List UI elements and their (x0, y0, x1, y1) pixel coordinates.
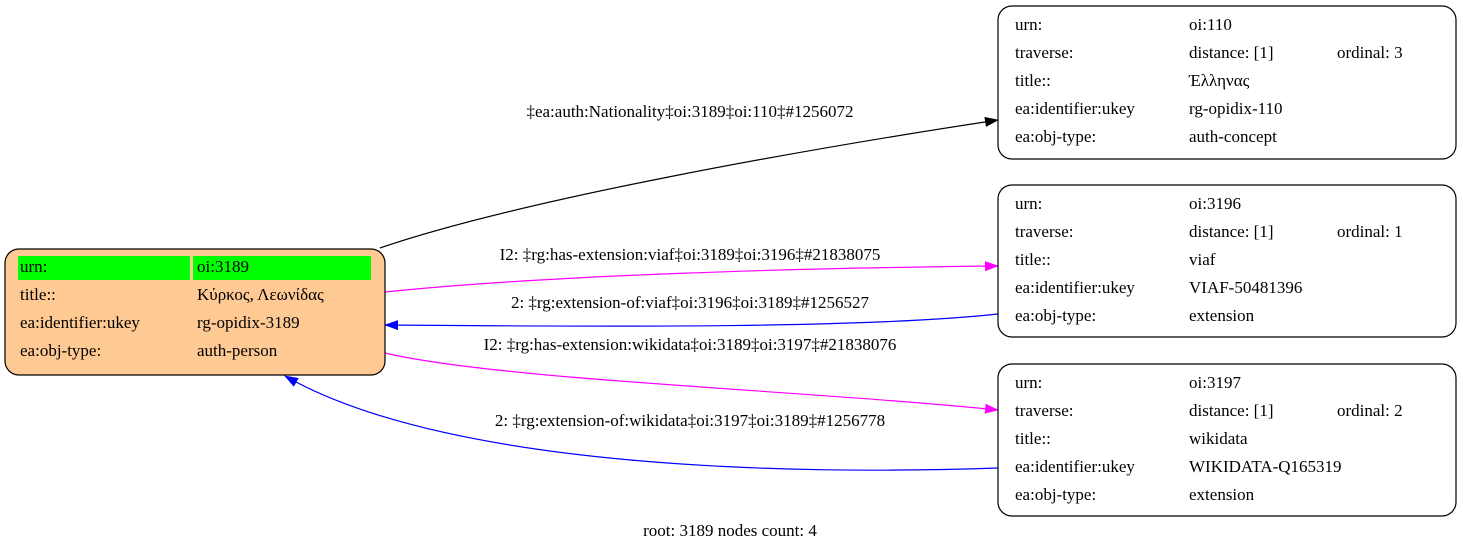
row-label: urn: (1015, 373, 1042, 392)
row-label: ea:obj-type: (1015, 127, 1096, 146)
row-value: oi:110 (1189, 15, 1232, 34)
row-value: WIKIDATA-Q165319 (1189, 457, 1342, 476)
row-extra: ordinal: 1 (1337, 222, 1403, 241)
row-value: Κύρκος, Λεωνίδας (197, 285, 324, 304)
row-label: urn: (1015, 15, 1042, 34)
edges: ‡ea:auth:Nationality‡oi:3189‡oi:110‡#125… (284, 102, 999, 471)
node (997, 363, 1457, 517)
row-value: extension (1189, 485, 1255, 504)
row-label: traverse: (1015, 43, 1074, 62)
row-value: auth-person (197, 341, 278, 360)
edge-label: 2: ‡rg:extension-of:viaf‡oi:3196‡oi:3189… (511, 293, 870, 312)
row-label: ea:obj-type: (1015, 306, 1096, 325)
row-value: Έλληνας (1188, 71, 1250, 90)
edge (384, 261, 999, 293)
edge (284, 375, 999, 471)
row-label: ea:identifier:ukey (1015, 457, 1135, 476)
row-label: traverse: (1015, 222, 1074, 241)
row-value: distance: [1] (1189, 222, 1274, 241)
row-value: oi:3197 (1189, 373, 1241, 392)
node (997, 5, 1457, 160)
row-label: title:: (1015, 429, 1051, 448)
edge (379, 117, 999, 249)
row-label: ea:obj-type: (20, 341, 101, 360)
row-extra: ordinal: 2 (1337, 401, 1403, 420)
row-value: auth-concept (1189, 127, 1277, 146)
row-extra: ordinal: 3 (1337, 43, 1403, 62)
row-label: title:: (1015, 71, 1051, 90)
row-label: ea:obj-type: (1015, 485, 1096, 504)
row-label: ea:identifier:ukey (1015, 278, 1135, 297)
edge-label: I2: ‡rg:has-extension:wikidata‡oi:3189‡o… (484, 335, 897, 354)
node (997, 184, 1457, 338)
highlight (18, 256, 190, 280)
edge (384, 313, 999, 331)
row-value: VIAF-50481396 (1189, 278, 1302, 297)
edge (384, 352, 999, 414)
row-label: ea:identifier:ukey (1015, 99, 1135, 118)
row-label: title:: (20, 285, 56, 304)
edge-label: ‡ea:auth:Nationality‡oi:3189‡oi:110‡#125… (526, 102, 853, 121)
row-label: title:: (1015, 250, 1051, 269)
row-label: traverse: (1015, 401, 1074, 420)
node (4, 248, 386, 376)
row-label: ea:identifier:ukey (20, 313, 140, 332)
row-label: urn: (1015, 194, 1042, 213)
row-value: oi:3189 (197, 257, 249, 276)
row-value: extension (1189, 306, 1255, 325)
row-value: rg-opidix-3189 (197, 313, 300, 332)
row-value: oi:3196 (1189, 194, 1241, 213)
highlight (193, 256, 371, 280)
row-value: wikidata (1189, 429, 1248, 448)
row-label: urn: (20, 257, 47, 276)
row-value: distance: [1] (1189, 43, 1274, 62)
row-value: viaf (1189, 250, 1216, 269)
row-value: rg-opidix-110 (1189, 99, 1283, 118)
edge-label: 2: ‡rg:extension-of:wikidata‡oi:3197‡oi:… (495, 411, 885, 430)
edge-label: I2: ‡rg:has-extension:viaf‡oi:3189‡oi:31… (500, 245, 881, 264)
footer: root: 3189 nodes count: 4 (643, 521, 817, 540)
row-value: distance: [1] (1189, 401, 1274, 420)
